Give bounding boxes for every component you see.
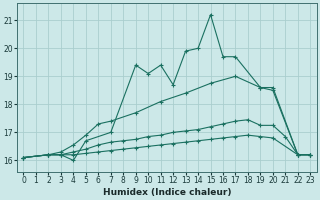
X-axis label: Humidex (Indice chaleur): Humidex (Indice chaleur) xyxy=(103,188,231,197)
